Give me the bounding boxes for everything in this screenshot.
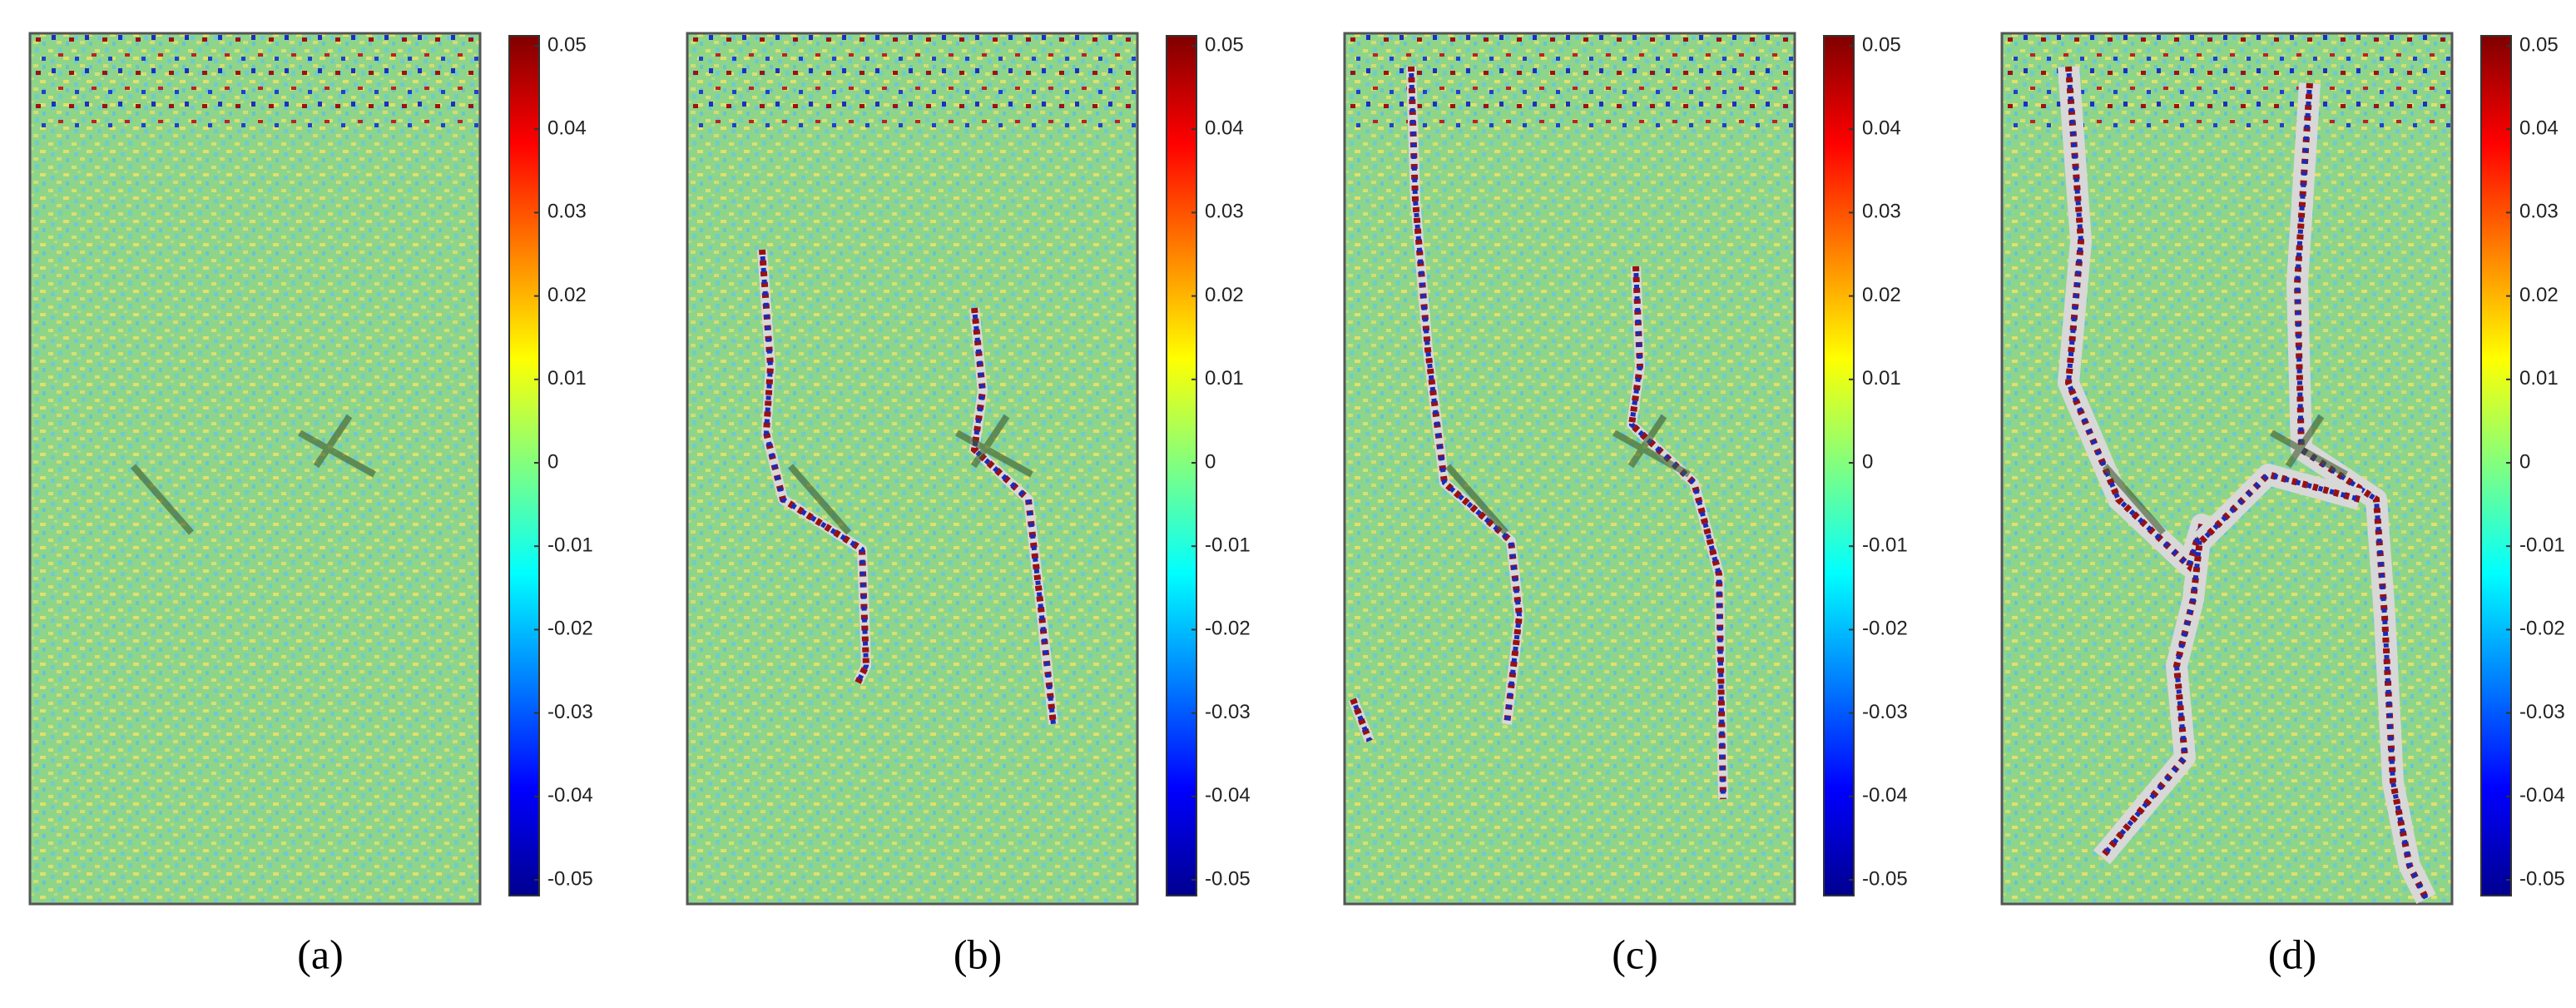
colorbar bbox=[1166, 35, 1197, 896]
colorbar-tick-label: -0.05 bbox=[547, 867, 593, 890]
panel: 0.05 0.04 0.03 0.02 0.01 0 -0.01 -0.02 -0.03 -0.0… bbox=[2000, 32, 2565, 977]
colorbar-tick-label: 0 bbox=[1205, 450, 1216, 473]
colorbar-tick-label: 0.01 bbox=[1205, 367, 1244, 390]
crack-blue bbox=[760, 249, 869, 684]
colorbar-tick-label: -0.02 bbox=[1862, 618, 1908, 640]
colorbar-tick-label: 0.04 bbox=[547, 117, 587, 140]
colorbar-tick-label: 0.01 bbox=[1862, 367, 1901, 390]
crack-red bbox=[2293, 82, 2430, 901]
colorbar-tick-label: 0.01 bbox=[547, 367, 587, 390]
crack-blue bbox=[1350, 698, 1372, 742]
colorbar-tick-label: -0.02 bbox=[547, 618, 593, 640]
strain-map-top-noise bbox=[1346, 35, 1793, 135]
crack bbox=[757, 249, 871, 685]
panel-label: (b) bbox=[954, 931, 1002, 977]
colorbar-tick-label: -0.02 bbox=[1205, 618, 1251, 640]
colorbar-tick-label: 0.03 bbox=[547, 201, 587, 223]
colorbar-tick-label: 0.04 bbox=[2519, 117, 2559, 140]
crack-blue bbox=[1409, 66, 1523, 725]
panel-label: (a) bbox=[297, 931, 344, 977]
colorbar-tick-label: 0.05 bbox=[547, 33, 587, 56]
colorbar-tick-label: 0.03 bbox=[2519, 201, 2559, 223]
crack-red bbox=[1408, 66, 1523, 725]
strain-map-top-noise bbox=[32, 35, 478, 135]
colorbar-tick-label: -0.02 bbox=[2519, 618, 2565, 640]
colorbar-tick-label: -0.05 bbox=[2519, 867, 2565, 890]
colorbar-tick-label: 0 bbox=[1862, 450, 1873, 473]
marker bbox=[1444, 414, 1691, 535]
crack-blue bbox=[2199, 471, 2361, 544]
marker bbox=[2102, 414, 2348, 535]
colorbar-tick-label: -0.01 bbox=[1862, 534, 1908, 557]
crack bbox=[969, 307, 1058, 725]
colorbar-tick-label: -0.04 bbox=[2519, 784, 2565, 807]
colorbar-tick-label: 0.02 bbox=[547, 284, 587, 306]
panels: 0.05 0.04 0.03 0.02 0.01 0 -0.01 -0.02 -0.03 -0.0… bbox=[28, 32, 2565, 977]
colorbar-tick-label: 0.03 bbox=[1862, 201, 1901, 223]
marker bbox=[130, 414, 376, 535]
panel-label: (d) bbox=[2268, 931, 2316, 977]
colorbar bbox=[2480, 35, 2512, 896]
colorbar-tick-label: -0.03 bbox=[2519, 701, 2565, 723]
colorbar bbox=[1823, 35, 1855, 896]
panel: 0.05 0.04 0.03 0.02 0.01 0 -0.01 -0.02 -0.03 -0.0… bbox=[1343, 32, 1908, 977]
colorbar-tick-label: 0 bbox=[2519, 450, 2530, 473]
crack bbox=[1406, 66, 1524, 725]
crack bbox=[1627, 266, 1728, 800]
colorbar-tick-label: 0.01 bbox=[2519, 367, 2559, 390]
strain-map bbox=[686, 32, 1139, 906]
strain-map-top-noise bbox=[689, 35, 1136, 135]
panel: 0.05 0.04 0.03 0.02 0.01 0 -0.01 -0.02 -0.03 -0.0… bbox=[686, 32, 1251, 977]
colorbar-tick-label: -0.03 bbox=[1205, 701, 1251, 723]
colorbar-tick-label: 0.04 bbox=[1862, 117, 1901, 140]
colorbar-tick-label: 0.03 bbox=[1205, 201, 1244, 223]
colorbar-tick-label: -0.04 bbox=[1862, 784, 1908, 807]
panel: 0.05 0.04 0.03 0.02 0.01 0 -0.01 -0.02 -0.03 -0.0… bbox=[28, 32, 593, 977]
colorbar-tick-label: 0.05 bbox=[1862, 33, 1901, 56]
colorbar-tick-label: -0.03 bbox=[1862, 701, 1908, 723]
crack bbox=[2058, 66, 2212, 865]
colorbar-tick-label: -0.05 bbox=[1205, 867, 1251, 890]
colorbar bbox=[508, 35, 540, 896]
colorbar-tick-label: -0.04 bbox=[1205, 784, 1251, 807]
strain-map bbox=[28, 32, 482, 906]
colorbar-tick-label: -0.01 bbox=[2519, 534, 2565, 557]
colorbar-tick-label: 0.02 bbox=[1862, 284, 1901, 306]
marker bbox=[787, 414, 1033, 535]
colorbar-tick-label: -0.01 bbox=[1205, 534, 1251, 557]
colorbar-tick-label: -0.01 bbox=[547, 534, 593, 557]
crack-red bbox=[970, 307, 1057, 725]
colorbar-tick-label: -0.03 bbox=[547, 701, 593, 723]
colorbar-tick-label: -0.04 bbox=[547, 784, 593, 807]
crack bbox=[2193, 464, 2363, 549]
colorbar-tick-label: -0.05 bbox=[1862, 867, 1908, 890]
crack bbox=[1348, 697, 1375, 743]
crack-red bbox=[2064, 66, 2205, 860]
colorbar-tick-label: 0.05 bbox=[2519, 33, 2559, 56]
crack bbox=[2286, 82, 2436, 904]
colorbar-tick-label: 0 bbox=[547, 450, 558, 473]
crack-blue bbox=[2294, 82, 2429, 901]
colorbar-tick-label: 0.02 bbox=[1205, 284, 1244, 306]
panel-label: (c) bbox=[1612, 931, 1658, 977]
colorbar-tick-label: 0.04 bbox=[1205, 117, 1244, 140]
colorbar-tick-label: 0.02 bbox=[2519, 284, 2559, 306]
colorbar-tick-label: 0.05 bbox=[1205, 33, 1244, 56]
crack-halo bbox=[1627, 266, 1728, 800]
